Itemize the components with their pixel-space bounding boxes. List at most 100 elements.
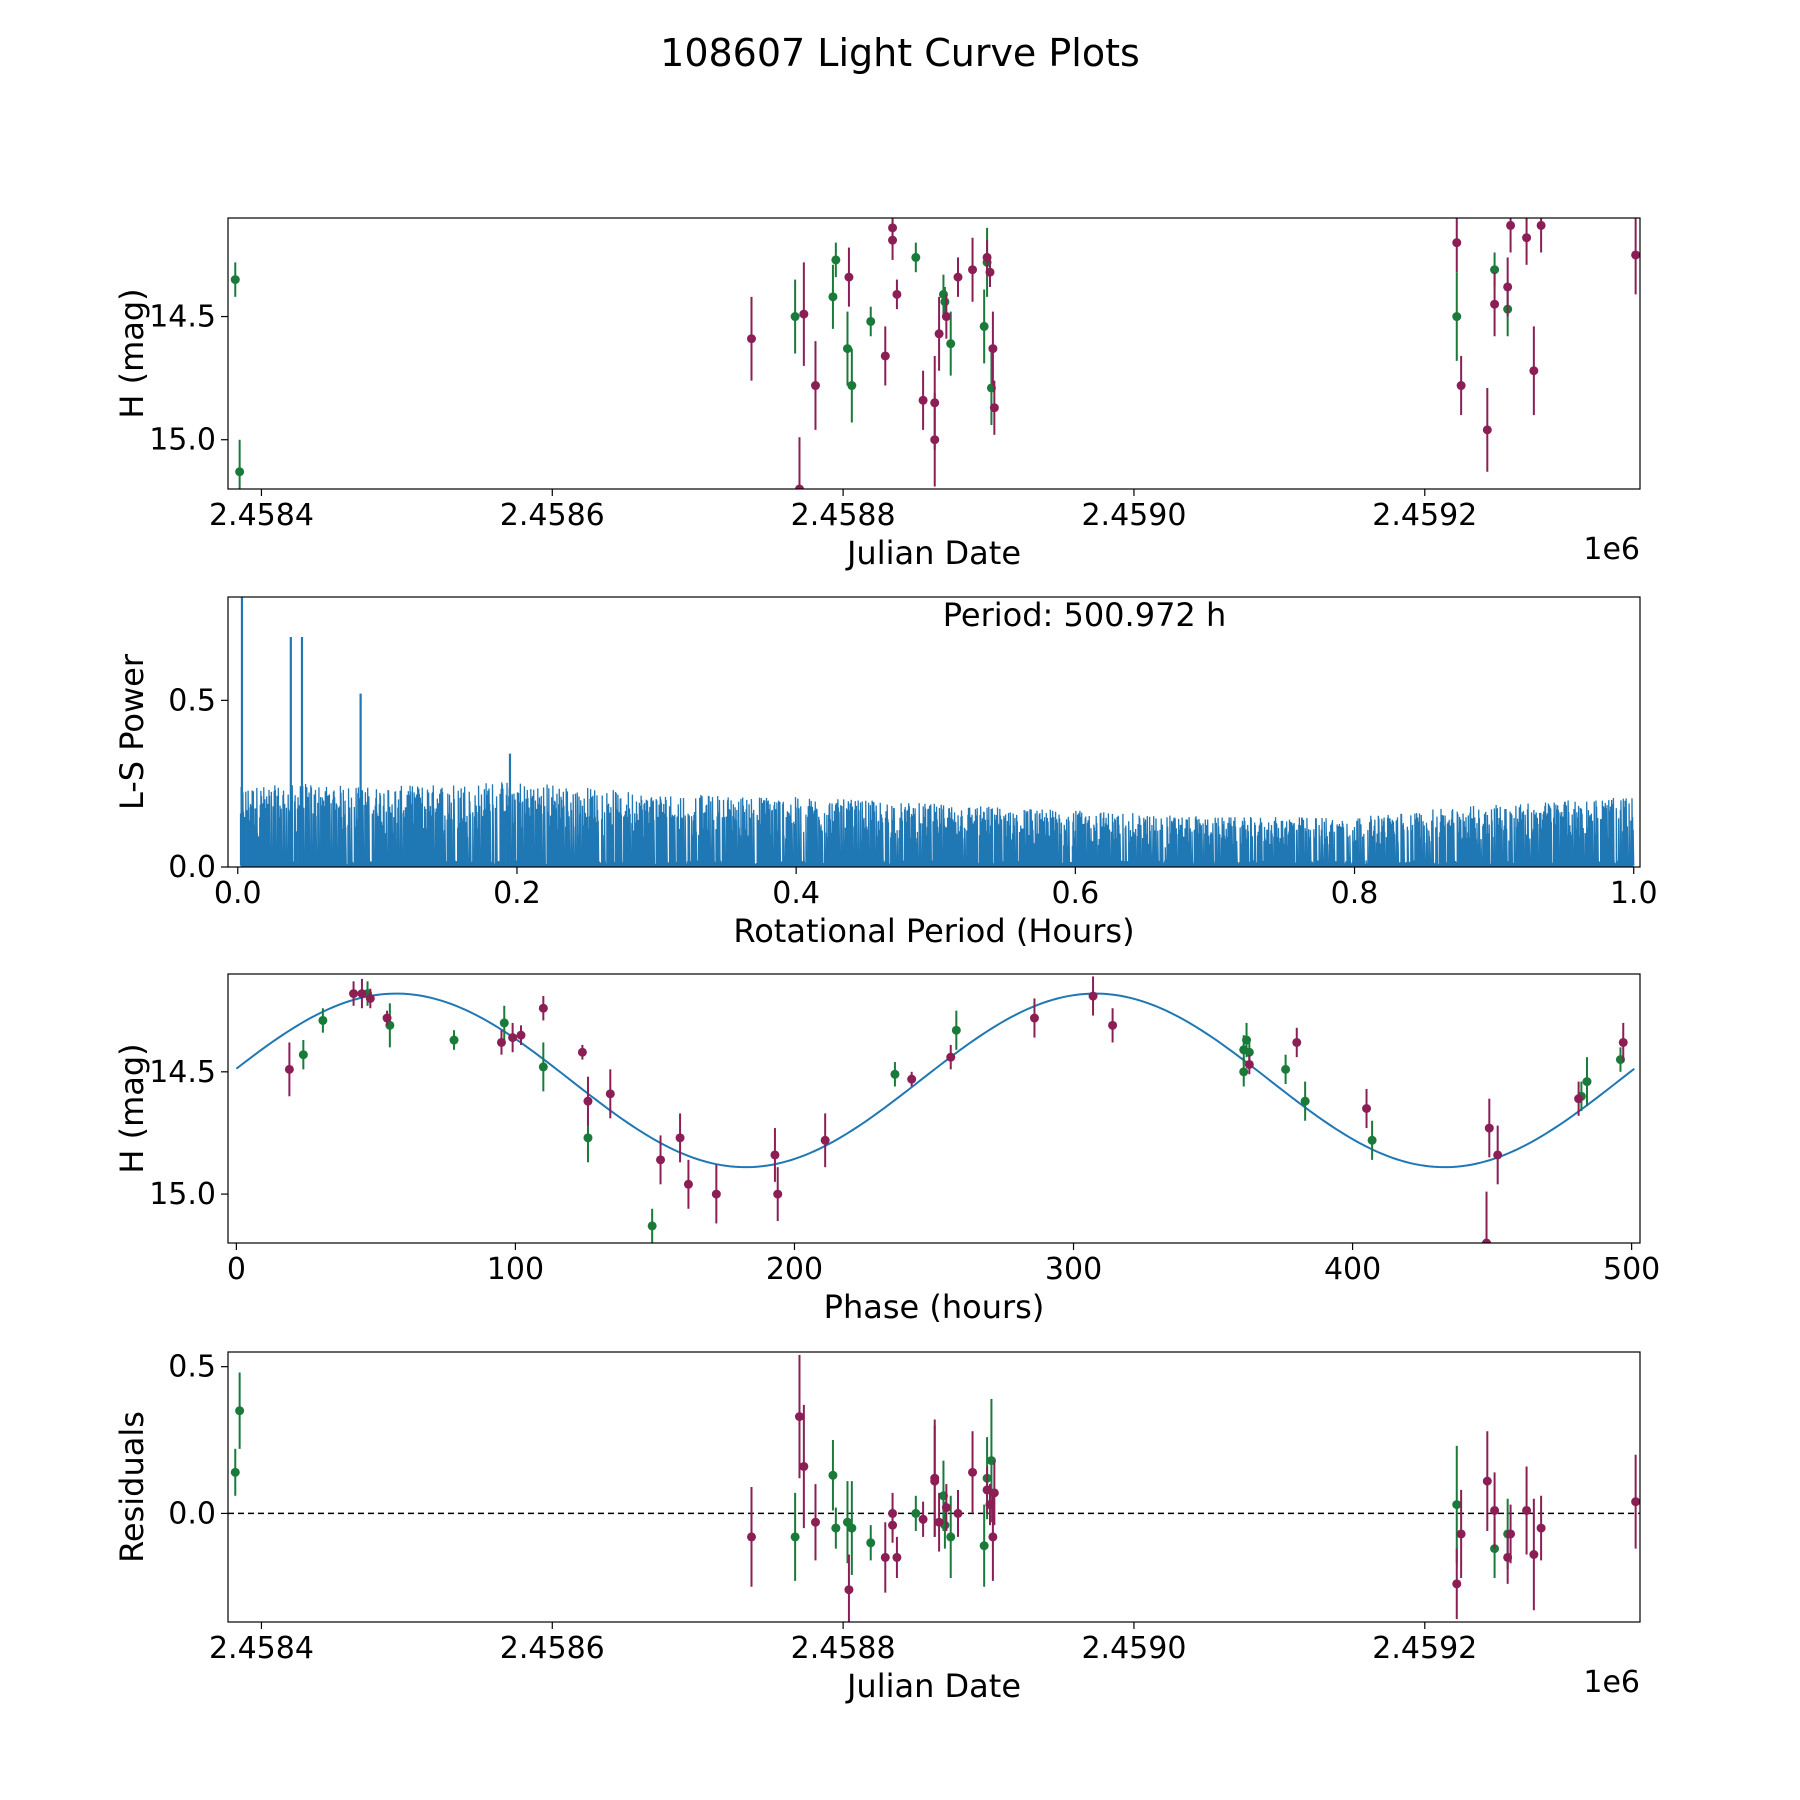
phased-green-point <box>890 1069 900 1079</box>
lightcurve-green-point <box>790 312 800 322</box>
lightcurve-green-point <box>235 467 245 477</box>
residuals-magenta-point <box>918 1514 928 1524</box>
lightcurve-magenta-point <box>799 309 809 319</box>
residuals-green-point <box>790 1532 800 1542</box>
lightcurve-x-offset-label: 1e6 <box>1583 532 1640 567</box>
lightcurve-green-point <box>979 321 989 331</box>
residuals-magenta-point <box>1490 1505 1500 1515</box>
lightcurve-magenta-point <box>844 272 854 282</box>
phased-magenta-point <box>357 989 367 999</box>
figure-title: 108607 Light Curve Plots <box>660 31 1140 75</box>
lightcurve-magenta-point <box>810 381 820 391</box>
phased-green-point <box>318 1015 328 1025</box>
phased-green-point <box>1244 1047 1254 1057</box>
panels: 2.4584 2.4586 2.4588 2.4590 2.4592 15.0 14.5 Ju… <box>113 217 1660 1705</box>
lightcurve-magenta-point <box>1506 220 1516 230</box>
lightcurve-green-point <box>1452 312 1462 322</box>
residuals-green-point <box>847 1523 857 1533</box>
periodogram-x-tick-label: 0.2 <box>493 876 541 911</box>
lightcurve-green-point <box>847 381 857 391</box>
periodogram-x-tick-label: 0.8 <box>1331 876 1379 911</box>
residuals-green-point <box>831 1523 841 1533</box>
phased-magenta-point <box>820 1135 830 1145</box>
residuals-x-axis-label: Julian Date <box>845 1667 1021 1705</box>
residuals-magenta-point <box>810 1517 820 1527</box>
phased-magenta-point <box>711 1189 721 1199</box>
phased-x-tick-label: 200 <box>766 1252 823 1287</box>
phased-magenta-point <box>284 1064 294 1074</box>
lightcurve-green-point <box>911 252 921 262</box>
phased-magenta-point <box>1088 991 1098 1001</box>
phased-green-point <box>1239 1067 1249 1077</box>
lightcurve-magenta-point <box>1490 299 1500 309</box>
phased-green-point <box>951 1025 961 1035</box>
phased-x-axis-label: Phase (hours) <box>824 1288 1045 1326</box>
phased-magenta-point <box>1484 1123 1494 1133</box>
lightcurve-magenta-point <box>989 403 999 413</box>
lightcurve-magenta-point <box>968 265 978 275</box>
residuals-green-point <box>866 1538 876 1548</box>
phased-panel: 0 100 200 300 400 500 15.0 14.5 Phase (hours) H (… <box>113 973 1660 1326</box>
phased-green-point <box>647 1221 657 1231</box>
lightcurve-green-point <box>828 292 838 302</box>
phased-magenta-point <box>577 1047 587 1057</box>
residuals-magenta-point <box>844 1585 854 1595</box>
residuals-magenta-point <box>747 1532 757 1542</box>
residuals-x-offset-label: 1e6 <box>1583 1665 1640 1700</box>
residuals-magenta-point <box>1522 1505 1532 1515</box>
lightcurve-green-point <box>940 297 950 307</box>
periodogram-y-tick-label: 0.5 <box>168 683 216 718</box>
phased-x-tick-label: 500 <box>1603 1252 1660 1287</box>
lightcurve-magenta-point <box>918 395 928 405</box>
phased-magenta-point <box>382 1013 392 1023</box>
phased-magenta-point <box>1108 1020 1118 1030</box>
lightcurve-green-point <box>230 275 240 285</box>
lightcurve-green-point <box>866 316 876 326</box>
residuals-x-tick-label: 2.4590 <box>1081 1631 1186 1666</box>
lightcurve-points <box>230 218 1640 489</box>
phased-magenta-point <box>1244 1059 1254 1069</box>
residuals-magenta-point <box>988 1532 998 1542</box>
lightcurve-frame <box>227 217 1641 490</box>
lightcurve-magenta-point <box>930 398 940 408</box>
phased-magenta-point <box>656 1155 666 1165</box>
phased-green-point <box>1300 1096 1310 1106</box>
residuals-magenta-point <box>989 1488 999 1498</box>
lightcurve-green-point <box>946 339 956 349</box>
lightcurve-magenta-point <box>747 334 757 344</box>
periodogram-spectrum <box>239 597 1635 867</box>
lightcurve-magenta-point <box>1529 366 1539 376</box>
phased-green-point <box>538 1062 548 1072</box>
periodogram-x-tick-label: 1.0 <box>1610 876 1658 911</box>
residuals-magenta-point <box>930 1476 940 1486</box>
residuals-magenta-point <box>880 1552 890 1562</box>
phased-x-tick-label: 0 <box>227 1252 246 1287</box>
lightcurve-magenta-point <box>988 344 998 354</box>
phased-fit-curve <box>235 992 1635 1169</box>
phased-magenta-point <box>583 1096 593 1106</box>
phased-frame <box>227 973 1641 1244</box>
periodogram-x-axis-label: Rotational Period (Hours) <box>733 912 1134 950</box>
residuals-magenta-point <box>892 1552 902 1562</box>
lightcurve-magenta-point <box>880 351 890 361</box>
lightcurve-magenta-point <box>1522 233 1532 243</box>
residuals-magenta-point <box>794 1412 804 1422</box>
phased-magenta-point <box>675 1133 685 1143</box>
phased-green-point <box>1367 1135 1377 1145</box>
phased-magenta-point <box>538 1003 548 1013</box>
lightcurve-x-tick-label: 2.4590 <box>1081 498 1186 533</box>
phased-magenta-point <box>1618 1037 1628 1047</box>
lightcurve-green-point <box>842 344 852 354</box>
residuals-magenta-point <box>1631 1497 1640 1507</box>
phased-magenta-point <box>1292 1037 1302 1047</box>
lightcurve-magenta-point <box>794 484 804 489</box>
phased-magenta-point <box>349 989 359 999</box>
lightcurve-x-tick-label: 2.4588 <box>791 498 896 533</box>
phased-green-point <box>1582 1077 1592 1087</box>
periodogram-period-annotation: Period: 500.972 h <box>943 596 1227 634</box>
residuals-x-tick-label: 2.4588 <box>791 1631 896 1666</box>
phased-magenta-point <box>1493 1150 1503 1160</box>
residuals-x-tick-label: 2.4592 <box>1372 1631 1477 1666</box>
phased-magenta-point <box>683 1179 693 1189</box>
